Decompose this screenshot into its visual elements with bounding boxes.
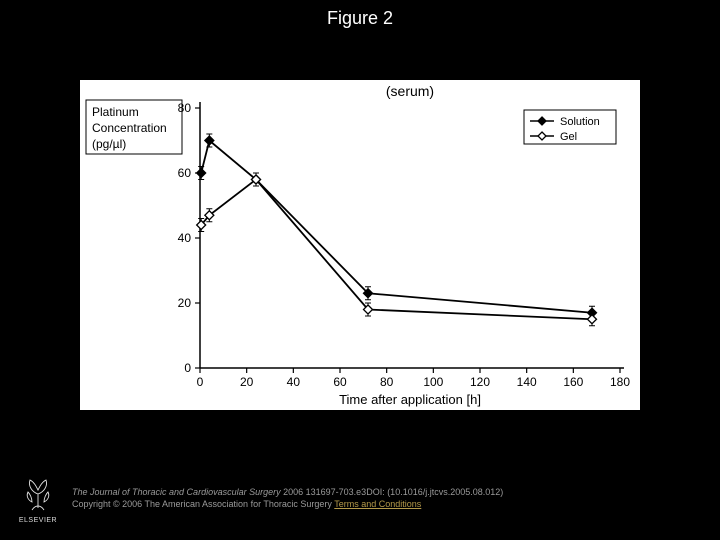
svg-text:Solution: Solution: [560, 116, 600, 128]
svg-text:Platinum: Platinum: [92, 105, 139, 119]
svg-text:0: 0: [197, 375, 204, 389]
citation-details: 2006 131697-703.e3DOI: (10.1016/j.jtcvs.…: [281, 487, 504, 497]
publisher-name: ELSEVIER: [12, 517, 64, 524]
svg-text:Gel: Gel: [560, 131, 577, 143]
citation-copyright: Copyright © 2006 The American Associatio…: [72, 499, 334, 509]
svg-text:20: 20: [240, 375, 254, 389]
svg-text:80: 80: [380, 375, 394, 389]
svg-text:140: 140: [517, 375, 537, 389]
elsevier-logo: ELSEVIER: [12, 472, 64, 524]
svg-text:60: 60: [333, 375, 347, 389]
svg-text:Concentration: Concentration: [92, 121, 167, 135]
svg-text:40: 40: [178, 231, 192, 245]
svg-text:120: 120: [470, 375, 490, 389]
serum-chart: (serum) 0 20 40 60 80 0 20 40 60 80 100 120 140 160 180…: [80, 80, 640, 410]
citation-block: The Journal of Thoracic and Cardiovascul…: [72, 486, 503, 510]
svg-text:Time after application [h]: Time after application [h]: [339, 392, 481, 407]
svg-text:80: 80: [178, 101, 192, 115]
svg-text:(pg/µl): (pg/µl): [92, 137, 126, 151]
svg-text:60: 60: [178, 166, 192, 180]
svg-text:(serum): (serum): [386, 83, 434, 99]
svg-text:0: 0: [184, 361, 191, 375]
figure-title: Figure 2: [0, 8, 720, 29]
citation-journal: The Journal of Thoracic and Cardiovascul…: [72, 487, 281, 497]
svg-text:180: 180: [610, 375, 630, 389]
svg-text:40: 40: [287, 375, 301, 389]
svg-text:100: 100: [423, 375, 443, 389]
terms-link[interactable]: Terms and Conditions: [334, 499, 421, 509]
svg-text:20: 20: [178, 296, 192, 310]
chart-svg: (serum) 0 20 40 60 80 0 20 40 60 80 100 120 140 160 180…: [80, 80, 640, 410]
svg-text:160: 160: [563, 375, 583, 389]
